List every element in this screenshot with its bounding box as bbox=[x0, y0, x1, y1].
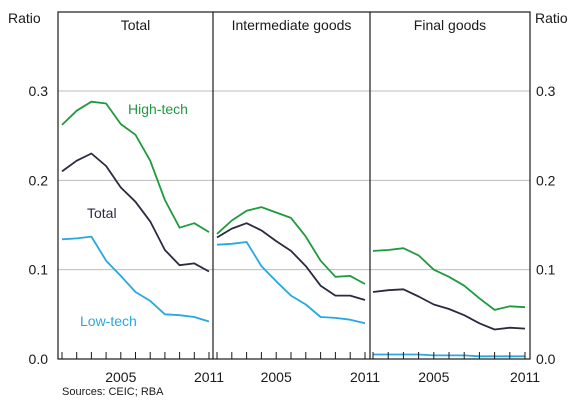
right-axis-label: Ratio bbox=[535, 10, 568, 26]
series-line-high-tech bbox=[372, 247, 526, 311]
series-label-high-tech: High-tech bbox=[128, 101, 188, 117]
series-line-high-tech bbox=[216, 206, 366, 285]
x-tick-label: 2011 bbox=[350, 369, 380, 385]
series-line-total bbox=[61, 152, 210, 273]
x-tick-label: 2005 bbox=[261, 369, 292, 385]
chart-labels: Ratio Ratio 0.0 0.0 0.1 0.1 0.2 0.2 0.3 0.3 Tota… bbox=[8, 10, 568, 385]
x-tick-label: 2011 bbox=[194, 369, 224, 385]
source-note: Sources: CEIC; RBA bbox=[62, 386, 164, 398]
y-tick-label-right: 0.3 bbox=[536, 83, 556, 99]
y-tick-label-left: 0.2 bbox=[29, 172, 49, 188]
series-lines bbox=[61, 100, 526, 358]
y-tick-label-right: 0.1 bbox=[536, 262, 556, 278]
x-tick-label: 2011 bbox=[510, 369, 540, 385]
chart-frame bbox=[57, 11, 531, 360]
y-tick-label-right: 0.2 bbox=[536, 172, 556, 188]
y-tick-label-left: 0.3 bbox=[29, 83, 49, 99]
x-tick-label: 2005 bbox=[418, 369, 449, 385]
left-axis-label: Ratio bbox=[8, 10, 41, 26]
series-label-total: Total bbox=[87, 205, 117, 221]
y-tick-label-left: 0.1 bbox=[29, 262, 49, 278]
series-line-total bbox=[216, 222, 366, 301]
y-tick-label-right: 0.0 bbox=[536, 351, 556, 367]
gridlines bbox=[58, 90, 530, 271]
series-line-total bbox=[372, 288, 526, 331]
y-tick-label-left: 0.0 bbox=[29, 351, 49, 367]
series-line-low-tech bbox=[61, 235, 210, 323]
panel-title: Final goods bbox=[414, 17, 486, 33]
x-axis-ticks bbox=[61, 352, 526, 359]
series-line-high-tech bbox=[61, 100, 210, 233]
series-label-low-tech: Low-tech bbox=[80, 313, 137, 329]
x-tick-label: 2005 bbox=[105, 369, 136, 385]
plot-border bbox=[57, 11, 531, 360]
panel-title: Intermediate goods bbox=[232, 17, 352, 33]
panel-title: Total bbox=[121, 17, 151, 33]
series-line-low-tech bbox=[216, 241, 366, 325]
